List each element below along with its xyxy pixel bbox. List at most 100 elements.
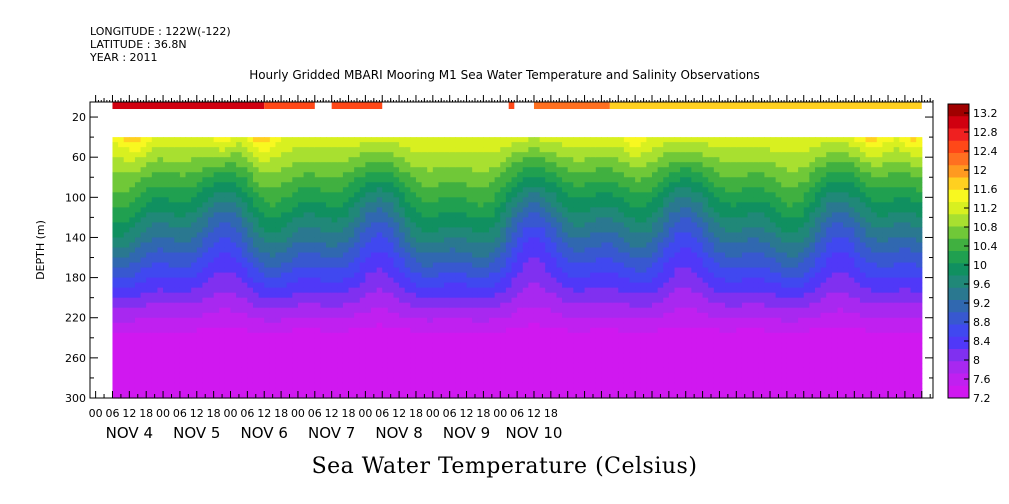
heatmap-cell (202, 207, 209, 213)
heatmap-cell (494, 272, 501, 279)
heatmap-cell (314, 387, 322, 394)
heatmap-cell (550, 282, 558, 289)
heatmap-cell (326, 287, 333, 294)
heatmap-cell (129, 202, 136, 208)
heatmap-cell (562, 362, 569, 369)
heatmap-cell (578, 272, 586, 279)
heatmap-cell (432, 222, 440, 229)
heatmap-cell (354, 222, 361, 229)
heatmap-cell (421, 372, 428, 379)
heatmap-cell (179, 327, 187, 334)
heatmap-cell (297, 307, 305, 314)
heatmap-cell (399, 227, 406, 234)
heatmap-cell (618, 157, 625, 163)
heatmap-cell (629, 327, 636, 334)
heatmap-cell (241, 247, 248, 254)
heatmap-cell (438, 297, 445, 304)
heatmap-cell (185, 167, 192, 173)
heatmap-cell (196, 287, 203, 294)
heatmap-cell (365, 212, 372, 218)
heatmap-cell (151, 167, 159, 173)
heatmap-cell (230, 137, 237, 143)
heatmap-cell (489, 192, 496, 198)
heatmap-cell (286, 332, 293, 339)
heatmap-cell (505, 152, 513, 158)
heatmap-cell (376, 342, 383, 349)
heatmap-cell (337, 192, 344, 198)
heatmap-cell (533, 392, 541, 399)
heatmap-cell (118, 197, 125, 203)
heatmap-cell (118, 232, 125, 239)
chart-title: Hourly Gridded MBARI Mooring M1 Sea Wate… (249, 68, 760, 82)
heatmap-cell (455, 317, 462, 324)
heatmap-cell (365, 172, 372, 178)
heatmap-cell (230, 292, 237, 299)
heatmap-cell (118, 327, 125, 334)
heatmap-cell (348, 287, 355, 294)
heatmap-cell (365, 152, 372, 158)
heatmap-cell (337, 317, 344, 324)
heatmap-cell (303, 187, 310, 193)
heatmap-cell (489, 217, 496, 224)
heatmap-cell (314, 362, 322, 369)
heatmap-cell (578, 377, 586, 384)
heatmap-cell (556, 267, 563, 274)
heatmap-cell (584, 192, 591, 198)
heatmap-cell (573, 372, 580, 379)
heatmap-cell (146, 342, 153, 349)
heatmap-cell (168, 322, 175, 329)
heatmap-cell (489, 147, 496, 153)
heatmap-cell (601, 237, 608, 244)
heatmap-cell (303, 307, 310, 314)
heatmap-cell (134, 192, 142, 198)
heatmap-cell (595, 147, 603, 153)
heatmap-cell (590, 287, 597, 294)
heatmap-cell (163, 352, 170, 359)
heatmap-cell (460, 252, 468, 259)
heatmap-cell (562, 227, 569, 234)
heatmap-cell (365, 297, 372, 304)
heatmap-cell (629, 147, 636, 153)
heatmap-cell (449, 217, 456, 224)
heatmap-cell (500, 297, 507, 304)
heatmap-cell (646, 337, 653, 344)
heatmap-cell (511, 312, 518, 319)
heatmap-cell (264, 362, 271, 369)
heatmap-cell (438, 362, 445, 369)
heatmap-cell (264, 232, 271, 239)
heatmap-cell (236, 152, 243, 158)
heatmap-cell (252, 377, 260, 384)
heatmap-cell (460, 282, 468, 289)
heatmap-cell (275, 247, 282, 254)
heatmap-cell (202, 212, 209, 218)
heatmap-cell (438, 377, 445, 384)
heatmap-cell (528, 237, 535, 244)
heatmap-cell (550, 207, 558, 213)
heatmap-cell (342, 182, 350, 188)
heatmap-cell (168, 182, 175, 188)
heatmap-cell (528, 357, 535, 364)
heatmap-cell (252, 147, 260, 153)
heatmap-cell (371, 282, 378, 289)
heatmap-cell (393, 222, 400, 229)
heatmap-cell (309, 277, 316, 284)
heatmap-cell (286, 372, 293, 379)
heatmap-cell (550, 242, 558, 249)
heatmap-cell (595, 137, 603, 143)
heatmap-cell (326, 212, 333, 218)
heatmap-cell (179, 257, 187, 264)
heatmap-cell (354, 292, 361, 299)
heatmap-cell (151, 282, 159, 289)
heatmap-cell (258, 282, 265, 289)
heatmap-cell (376, 207, 383, 213)
heatmap-cell (337, 262, 344, 269)
heatmap-cell (151, 317, 159, 324)
heatmap-cell (415, 272, 423, 279)
heatmap-cell (545, 167, 552, 173)
heatmap-cell (410, 222, 417, 229)
heatmap-cell (264, 292, 271, 299)
heatmap-cell (326, 267, 333, 274)
heatmap-cell (241, 192, 248, 198)
heatmap-cell (151, 232, 159, 239)
heatmap-cell (303, 247, 310, 254)
